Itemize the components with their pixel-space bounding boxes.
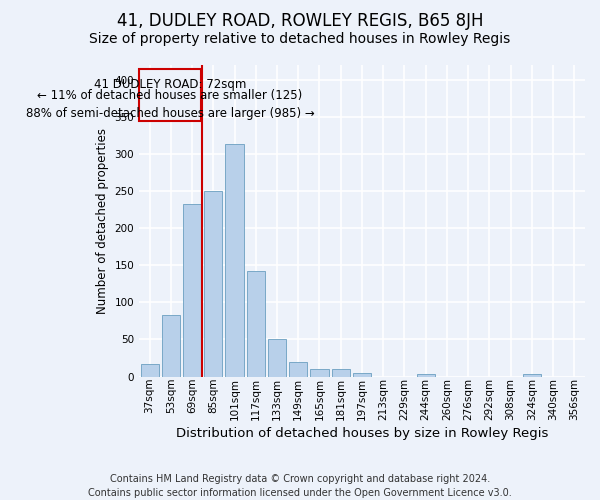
Text: Size of property relative to detached houses in Rowley Regis: Size of property relative to detached ho… [89, 32, 511, 46]
Text: 41, DUDLEY ROAD, ROWLEY REGIS, B65 8JH: 41, DUDLEY ROAD, ROWLEY REGIS, B65 8JH [117, 12, 483, 30]
Bar [268, 340, 286, 376]
Text: 41 DUDLEY ROAD: 72sqm: 41 DUDLEY ROAD: 72sqm [94, 78, 246, 90]
Text: 88% of semi-detached houses are larger (985) →: 88% of semi-detached houses are larger (… [26, 108, 314, 120]
Bar [183, 204, 201, 376]
FancyBboxPatch shape [139, 68, 201, 120]
X-axis label: Distribution of detached houses by size in Rowley Regis: Distribution of detached houses by size … [176, 427, 548, 440]
Bar [310, 369, 329, 376]
Text: ← 11% of detached houses are smaller (125): ← 11% of detached houses are smaller (12… [37, 90, 302, 102]
Bar [247, 271, 265, 376]
Bar [162, 315, 180, 376]
Bar [289, 362, 307, 376]
Bar [523, 374, 541, 376]
Bar [226, 144, 244, 376]
Bar [204, 191, 223, 376]
Bar [353, 373, 371, 376]
Bar [332, 369, 350, 376]
Bar [140, 364, 158, 376]
Bar [416, 374, 435, 376]
Text: Contains HM Land Registry data © Crown copyright and database right 2024.
Contai: Contains HM Land Registry data © Crown c… [88, 474, 512, 498]
Y-axis label: Number of detached properties: Number of detached properties [96, 128, 109, 314]
